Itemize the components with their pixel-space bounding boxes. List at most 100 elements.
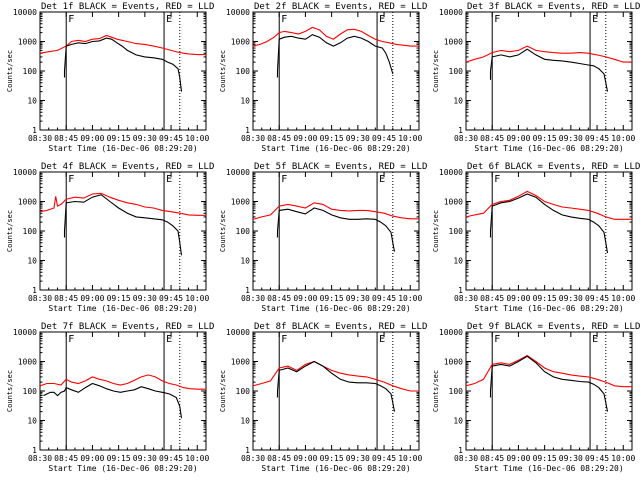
ytick-label: 10 [453,417,463,426]
yaxis-label: Counts/sec [432,210,440,252]
xtick-label: 09:30 [346,294,370,303]
series-lld-line [252,360,419,392]
xtick-label: 10:00 [398,294,422,303]
xtick-label: 08:30 [454,294,478,303]
xtick-label: 09:15 [320,454,344,463]
ytick-label: 10 [27,417,37,426]
ytick-label: 10000 [13,8,37,17]
xtick-label: 09:45 [372,134,396,143]
series-lld-line [465,45,632,63]
series-events-line [276,207,396,252]
series-lld-line [465,190,632,220]
xtick-label: 09:00 [506,294,530,303]
series-events-line [63,194,183,256]
xaxis-label: Start Time (16-Dec-06 08:29:20) [261,144,410,153]
panel-det-5: Det 5f BLACK = Events, RED = LLD 1 10 100 10… [219,162,427,313]
ytick-label: 1000 [18,198,37,207]
time-marker-label: E [166,174,172,185]
panel-det-2: Det 2f BLACK = Events, RED = LLD 1 10 100 10… [219,2,427,153]
xtick-label: 09:45 [159,454,183,463]
panel-title: Det 1f BLACK = Events, RED = LLD [41,2,214,12]
xtick-label: 08:30 [241,454,265,463]
time-marker-label: E [379,174,385,185]
xtick-label: 09:15 [107,134,131,143]
series-events-line [43,382,183,419]
xtick-label: 08:30 [28,134,52,143]
xtick-label: 09:00 [293,454,317,463]
time-marker-label: F [68,14,74,25]
xtick-label: 08:45 [267,134,291,143]
xtick-label: 10:00 [611,134,635,143]
panel-title: Det 4f BLACK = Events, RED = LLD [41,162,214,172]
xtick-label: 09:00 [293,294,317,303]
ytick-label: 10 [240,97,250,106]
series-lld-line [39,374,206,390]
xtick-label: 09:00 [80,294,104,303]
ytick-label: 100 [449,387,464,396]
ytick-label: 10000 [439,328,463,337]
ytick-label: 1 [32,126,37,135]
xtick-label: 10:00 [398,134,422,143]
ytick-label: 100 [449,227,464,236]
xtick-label: 08:45 [267,454,291,463]
yaxis-label: Counts/sec [219,50,227,92]
ytick-label: 100 [236,227,251,236]
xtick-label: 08:30 [28,454,52,463]
time-marker-label: F [281,174,287,185]
panel-title: Det 9f BLACK = Events, RED = LLD [467,322,640,332]
xtick-label: 09:30 [559,294,583,303]
series-events-line [63,37,183,92]
xtick-label: 09:45 [159,134,183,143]
panel-title: Det 8f BLACK = Events, RED = LLD [254,322,427,332]
xtick-label: 09:15 [107,454,131,463]
xaxis-label: Start Time (16-Dec-06 08:29:20) [48,144,197,153]
xtick-label: 09:15 [107,294,131,303]
ytick-label: 1 [245,126,250,135]
ytick-label: 1 [32,446,37,455]
xtick-label: 08:45 [480,134,504,143]
ytick-label: 100 [23,387,38,396]
series-events-line [489,193,609,254]
ytick-label: 1 [245,286,250,295]
ytick-label: 10 [453,257,463,266]
xaxis-label: Start Time (16-Dec-06 08:29:20) [261,464,410,473]
xtick-label: 10:00 [185,134,209,143]
time-marker-label: F [494,174,500,185]
xtick-label: 09:00 [506,454,530,463]
panel-title: Det 6f BLACK = Events, RED = LLD [467,162,640,172]
yaxis-label: Counts/sec [432,370,440,412]
xaxis-label: Start Time (16-Dec-06 08:29:20) [474,304,623,313]
xtick-label: 08:45 [480,454,504,463]
xtick-label: 08:45 [54,294,78,303]
ytick-label: 1000 [18,38,37,47]
panel-det-7: Det 7f BLACK = Events, RED = LLD 1 10 100 10… [6,322,214,473]
xtick-label: 08:45 [54,454,78,463]
xtick-label: 10:00 [185,454,209,463]
xtick-label: 08:30 [28,294,52,303]
panel-title: Det 7f BLACK = Events, RED = LLD [41,322,214,332]
xtick-label: 10:00 [398,454,422,463]
series-events-line [489,48,609,92]
ytick-label: 1000 [231,358,250,367]
ytick-label: 10 [453,97,463,106]
xaxis-label: Start Time (16-Dec-06 08:29:20) [474,464,623,473]
series-events-line [489,355,609,412]
series-lld-line [252,26,419,47]
ytick-label: 10 [27,97,37,106]
xtick-label: 10:00 [611,454,635,463]
xtick-label: 09:15 [320,134,344,143]
xtick-label: 09:45 [372,454,396,463]
ytick-label: 1 [245,446,250,455]
series-lld-line [465,354,632,388]
panel-det-3: Det 3f BLACK = Events, RED = LLD 1 10 100 10… [432,2,640,153]
xtick-label: 08:45 [267,294,291,303]
xtick-label: 08:30 [241,134,265,143]
xtick-label: 09:00 [293,134,317,143]
xtick-label: 09:30 [346,454,370,463]
panel-title: Det 5f BLACK = Events, RED = LLD [254,162,427,172]
yaxis-label: Counts/sec [6,370,14,412]
ytick-label: 10 [240,417,250,426]
ytick-label: 10000 [226,328,250,337]
xaxis-label: Start Time (16-Dec-06 08:29:20) [48,304,197,313]
